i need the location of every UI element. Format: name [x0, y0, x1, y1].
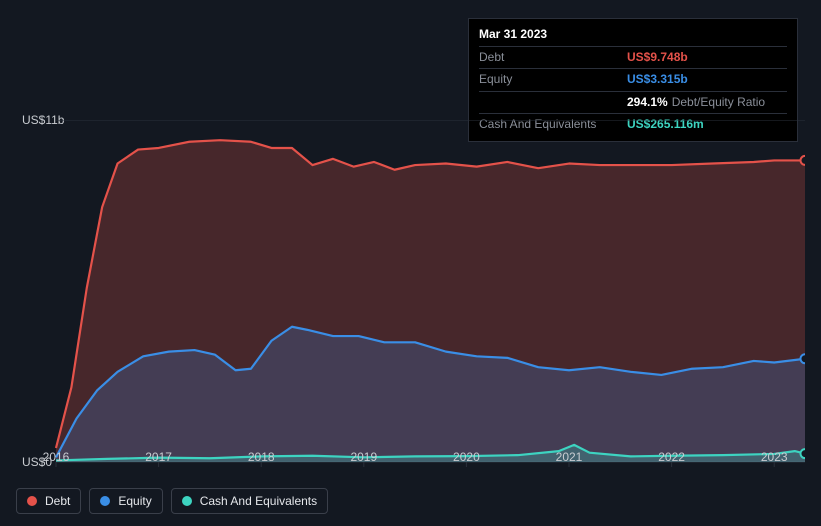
tooltip-row: DebtUS$9.748b: [479, 46, 787, 68]
legend-dot-icon: [100, 496, 110, 506]
tooltip-row-value: US$9.748b: [627, 48, 688, 67]
legend-dot-icon: [27, 496, 37, 506]
x-axis-label: 2019: [350, 450, 377, 464]
x-axis-label: 2021: [556, 450, 583, 464]
legend-item[interactable]: Debt: [16, 488, 81, 514]
tooltip-row-label: [479, 93, 627, 112]
x-axis-label: 2017: [145, 450, 172, 464]
tooltip-row: 294.1%Debt/Equity Ratio: [479, 91, 787, 113]
x-axis-label: 2022: [658, 450, 685, 464]
legend-dot-icon: [182, 496, 192, 506]
legend-item-label: Equity: [118, 494, 151, 508]
x-axis-label: 2018: [248, 450, 275, 464]
tooltip-row-value: US$3.315b: [627, 70, 688, 89]
tooltip-row-sublabel: Debt/Equity Ratio: [672, 93, 765, 112]
chart-plot-area: [16, 120, 805, 482]
legend-item-label: Cash And Equivalents: [200, 494, 317, 508]
legend-item[interactable]: Equity: [89, 488, 162, 514]
x-axis-label: 2016: [43, 450, 70, 464]
x-axis-label: 2020: [453, 450, 480, 464]
x-axis: 2016 2017 2018 2019 2020 2021 2022 2023: [16, 450, 805, 470]
tooltip-row-value: 294.1%: [627, 93, 668, 112]
chart-legend: Debt Equity Cash And Equivalents: [16, 488, 328, 514]
legend-item[interactable]: Cash And Equivalents: [171, 488, 328, 514]
legend-item-label: Debt: [45, 494, 70, 508]
tooltip-row: EquityUS$3.315b: [479, 68, 787, 90]
tooltip-title: Mar 31 2023: [479, 25, 787, 44]
tooltip-row-label: Equity: [479, 70, 627, 89]
x-axis-label: 2023: [761, 450, 788, 464]
tooltip-row-label: Debt: [479, 48, 627, 67]
